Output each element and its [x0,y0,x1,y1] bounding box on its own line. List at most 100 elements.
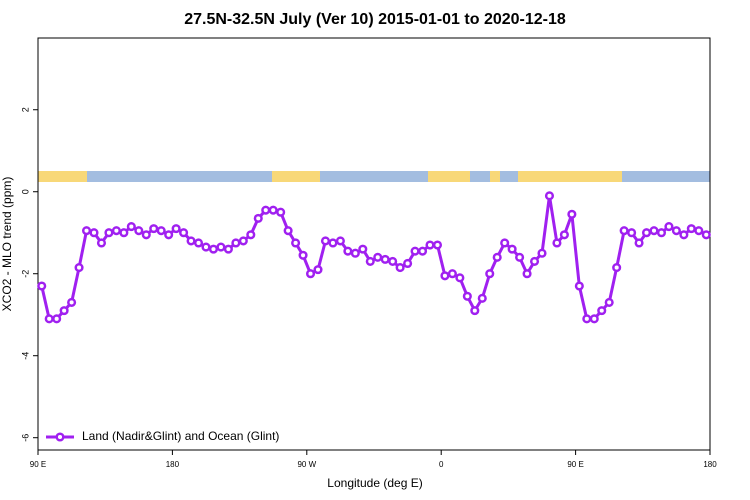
x-axis-label: Longitude (deg E) [327,476,422,490]
legend-marker [55,432,65,442]
data-point [291,238,301,248]
data-point [104,228,114,238]
data-point [74,263,84,273]
data-point [208,244,219,254]
x-tick-label: 0 [439,460,444,469]
data-point [343,246,353,256]
data-point [283,226,293,236]
data-point [641,228,652,238]
data-point [679,230,689,240]
data-point [582,314,592,324]
data-point [432,240,443,250]
data-point [81,226,92,236]
y-tick-label: -2 [20,270,30,278]
chart-title: 27.5N-32.5N July (Ver 10) 2015-01-01 to … [184,11,566,28]
data-point [52,314,62,324]
y-axis-label: XCO2 - MLO trend (ppm) [0,177,14,312]
data-point [37,281,47,291]
land-strip [272,171,320,182]
ocean-strip [38,171,710,182]
data-point [171,224,181,234]
land-strip [428,171,470,182]
data-point [320,236,331,246]
data-point [246,230,256,240]
data-point [552,238,562,248]
land-strip [38,171,87,182]
data-point [671,226,681,236]
x-tick-label: 180 [166,460,180,469]
data-point [664,222,674,232]
data-point [67,297,77,307]
data-point [193,238,204,248]
data-point [619,226,629,236]
data-point [238,236,248,246]
y-tick-label: 2 [20,107,30,112]
legend-label: Land (Nadir&Glint) and Ocean (Glint) [82,429,279,443]
data-point [59,306,69,316]
data-point [627,228,637,238]
data-point [604,297,614,307]
x-tick-label: 180 [703,460,717,469]
data-point [156,226,166,236]
data-point [694,226,704,236]
data-point [365,256,375,266]
data-point [395,263,405,273]
data-point [455,273,465,283]
data-point [134,226,144,236]
data-point [403,258,413,269]
data-point [485,269,495,279]
data-point [276,207,286,217]
data-point [223,244,233,254]
data-point [335,236,345,246]
x-tick-label: 90 W [297,460,316,469]
data-point [298,250,308,260]
data-point [164,230,174,240]
data-point [425,240,435,250]
data-point [559,230,569,240]
data-point [500,238,510,248]
data-point [350,248,360,258]
data-point [477,293,487,303]
data-point [656,228,667,238]
data-point [201,242,211,252]
data-point [462,291,472,301]
data-point [111,226,121,236]
data-point [537,248,547,258]
data-point [268,205,278,215]
land-ocean-strip [38,171,710,182]
data-point [515,252,525,262]
data-point [440,271,450,281]
data-point [634,238,644,248]
data-point [388,256,398,266]
data-point [470,306,480,316]
data-point [701,230,711,240]
data-point [261,205,271,215]
data-point [507,244,517,254]
y-tick-label: -4 [20,352,30,360]
data-point [313,265,323,275]
data-point [373,252,383,262]
x-tick-label: 90 E [30,460,46,469]
data-point [305,269,316,279]
data-point [589,314,599,324]
data-point [522,269,532,279]
land-strip [490,171,500,182]
data-point [686,224,696,234]
data-point [126,222,136,232]
data-point [597,306,607,316]
data-point [529,256,540,266]
plot-frame [37,37,711,451]
data-point [417,246,428,256]
data-point [119,228,129,238]
land-strip [518,171,622,182]
data-point [574,281,584,291]
data-point [447,269,457,279]
data-point [410,246,420,256]
data-point [380,254,390,264]
y-tick-label: -6 [20,434,30,442]
data-point [141,230,151,240]
y-tick-label: 0 [20,189,30,194]
data-point [358,244,368,254]
data-point [89,228,99,238]
